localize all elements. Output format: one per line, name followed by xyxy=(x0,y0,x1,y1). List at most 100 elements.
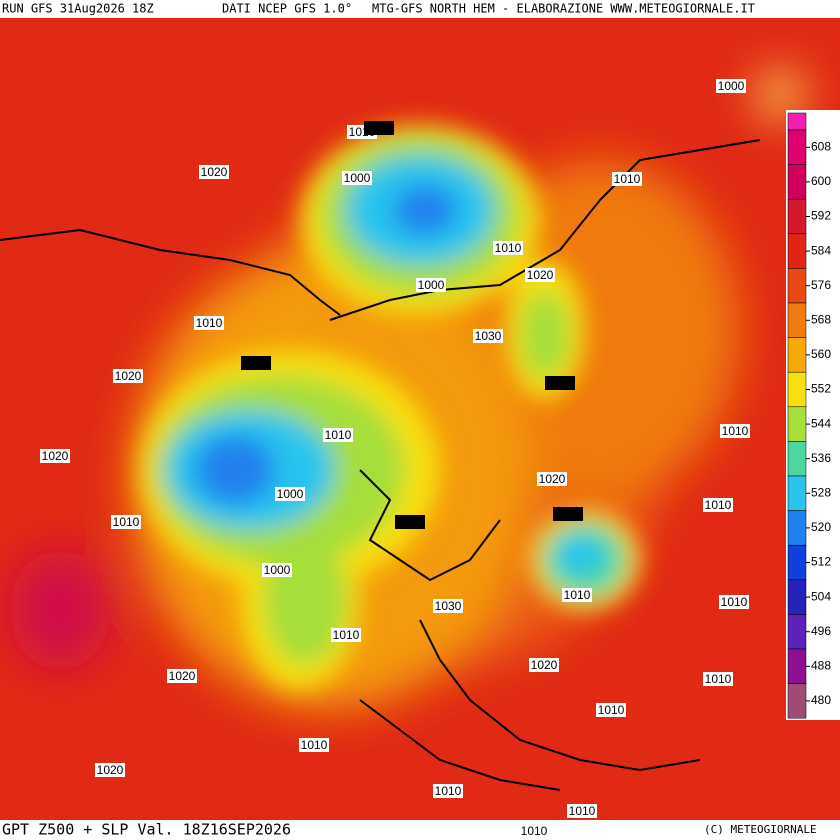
label-text: 1010 xyxy=(435,784,462,798)
contour-label: 1020 xyxy=(529,658,559,672)
label-box xyxy=(299,738,329,752)
label-box xyxy=(433,599,463,613)
label-box xyxy=(545,376,575,390)
footer-copyright: (C) METEOGIORNALE xyxy=(704,823,817,836)
contour-label: 1020 xyxy=(167,669,197,683)
contour-label: 1000 xyxy=(716,79,746,93)
label-box xyxy=(331,628,361,642)
label-box xyxy=(433,784,463,798)
label-box xyxy=(95,763,125,777)
label-text: 1010 xyxy=(521,824,548,838)
contour-label: 1000 xyxy=(262,563,292,577)
label-text: 1010 xyxy=(705,672,732,686)
colorbar-swatch xyxy=(787,371,807,408)
label-box xyxy=(553,507,583,521)
label-box xyxy=(194,316,224,330)
colorbar-label: 504 xyxy=(811,589,831,603)
colorbar-swatch xyxy=(787,233,807,269)
colorbar: 608 600 592 584 576 568 560 552 544 536 528 520 512 5… xyxy=(786,110,840,720)
label-text: 1010 xyxy=(569,804,596,818)
colorbar-swatch xyxy=(787,441,807,477)
label-text: 1030 xyxy=(435,599,462,613)
label-box xyxy=(364,121,394,135)
contour-label: 1010 xyxy=(519,824,549,838)
contour-label: 552 xyxy=(241,355,271,370)
colorbar-label: 480 xyxy=(811,693,831,707)
colorbar-label: 560 xyxy=(811,347,831,361)
label-box xyxy=(473,329,503,343)
label-text: 1010 xyxy=(614,172,641,186)
label-box xyxy=(323,428,353,442)
label-box xyxy=(720,424,750,438)
colorbar-label: 512 xyxy=(811,555,831,569)
label-text: 1020 xyxy=(539,472,566,486)
colorbar-label: 600 xyxy=(811,174,831,188)
label-text: 552 xyxy=(557,506,579,521)
label-box xyxy=(716,79,746,93)
header-credit: MTG-GFS NORTH HEM - ELABORAZIONE WWW.MET… xyxy=(372,2,755,16)
colorbar-label: 568 xyxy=(811,312,831,326)
header-run: RUN GFS 31Aug2026 18Z xyxy=(2,2,154,16)
colorbar-swatch xyxy=(787,406,807,442)
contour-label: 1010 xyxy=(612,172,642,186)
label-text: 1020 xyxy=(169,669,196,683)
colorbar-swatch xyxy=(787,475,807,511)
colorbar-swatch xyxy=(787,579,807,615)
colorbar-swatch xyxy=(787,337,807,373)
footer-title: GPT Z500 + SLP Val. 18Z16SEP2026 xyxy=(2,821,291,839)
contour-label: 1020 xyxy=(113,369,143,383)
contour-label: 1020 xyxy=(199,165,229,179)
label-text: 1010 xyxy=(301,738,328,752)
contour-label: 1020 xyxy=(537,472,567,486)
contour-label: 1010 xyxy=(567,804,597,818)
colorbar-swatch xyxy=(787,198,807,235)
contour-label: 1010 xyxy=(493,241,523,255)
colorbar-label: 584 xyxy=(811,243,831,257)
label-text: 1020 xyxy=(97,763,124,777)
label-text: 1020 xyxy=(527,268,554,282)
contour-label: 1010 xyxy=(596,703,626,717)
colorbar-label: 496 xyxy=(811,624,831,638)
label-box xyxy=(612,172,642,186)
label-text: 1010 xyxy=(721,595,748,609)
colorbar-swatch xyxy=(787,544,807,581)
colorbar-swatch xyxy=(787,129,807,165)
header-bar xyxy=(0,0,840,18)
colorbar-swatch xyxy=(787,164,807,200)
colorbar-swatch xyxy=(787,268,807,304)
label-box xyxy=(519,824,549,838)
colorbar-label: 488 xyxy=(811,658,831,672)
label-box xyxy=(493,241,523,255)
contour-label: 1000 xyxy=(275,487,305,501)
contour-label: 1010 xyxy=(703,498,733,512)
colorbar-cap xyxy=(787,112,807,131)
contour-label: 552 xyxy=(553,506,583,521)
contour-label: 1010 xyxy=(111,515,141,529)
contour-label: 552 xyxy=(545,375,575,390)
label-box xyxy=(241,356,271,370)
label-text: 1020 xyxy=(531,658,558,672)
contour-label: 1010 xyxy=(323,428,353,442)
contour-label: 1020 xyxy=(95,763,125,777)
contour-labels: 1000 1010 552 1020 1000 1010 1010 1020 1000 1010 1… xyxy=(40,79,750,838)
footer-bar xyxy=(0,820,840,840)
contour-label: 1000 xyxy=(342,171,372,185)
contour-label: 1020 xyxy=(40,449,70,463)
label-box xyxy=(703,498,733,512)
label-box xyxy=(703,672,733,686)
label-text: 1000 xyxy=(418,278,445,292)
label-text: 1020 xyxy=(42,449,69,463)
label-box xyxy=(567,804,597,818)
coastlines xyxy=(0,139,761,791)
label-text: 1000 xyxy=(277,487,304,501)
label-text: 1010 xyxy=(113,515,140,529)
contour-label: 552 xyxy=(395,514,425,529)
label-text: 1030 xyxy=(475,329,502,343)
colorbar-swatch xyxy=(787,614,807,650)
label-box xyxy=(529,658,559,672)
label-text: 552 xyxy=(368,120,390,135)
label-text: 552 xyxy=(245,355,267,370)
colorbar-label: 552 xyxy=(811,382,831,396)
